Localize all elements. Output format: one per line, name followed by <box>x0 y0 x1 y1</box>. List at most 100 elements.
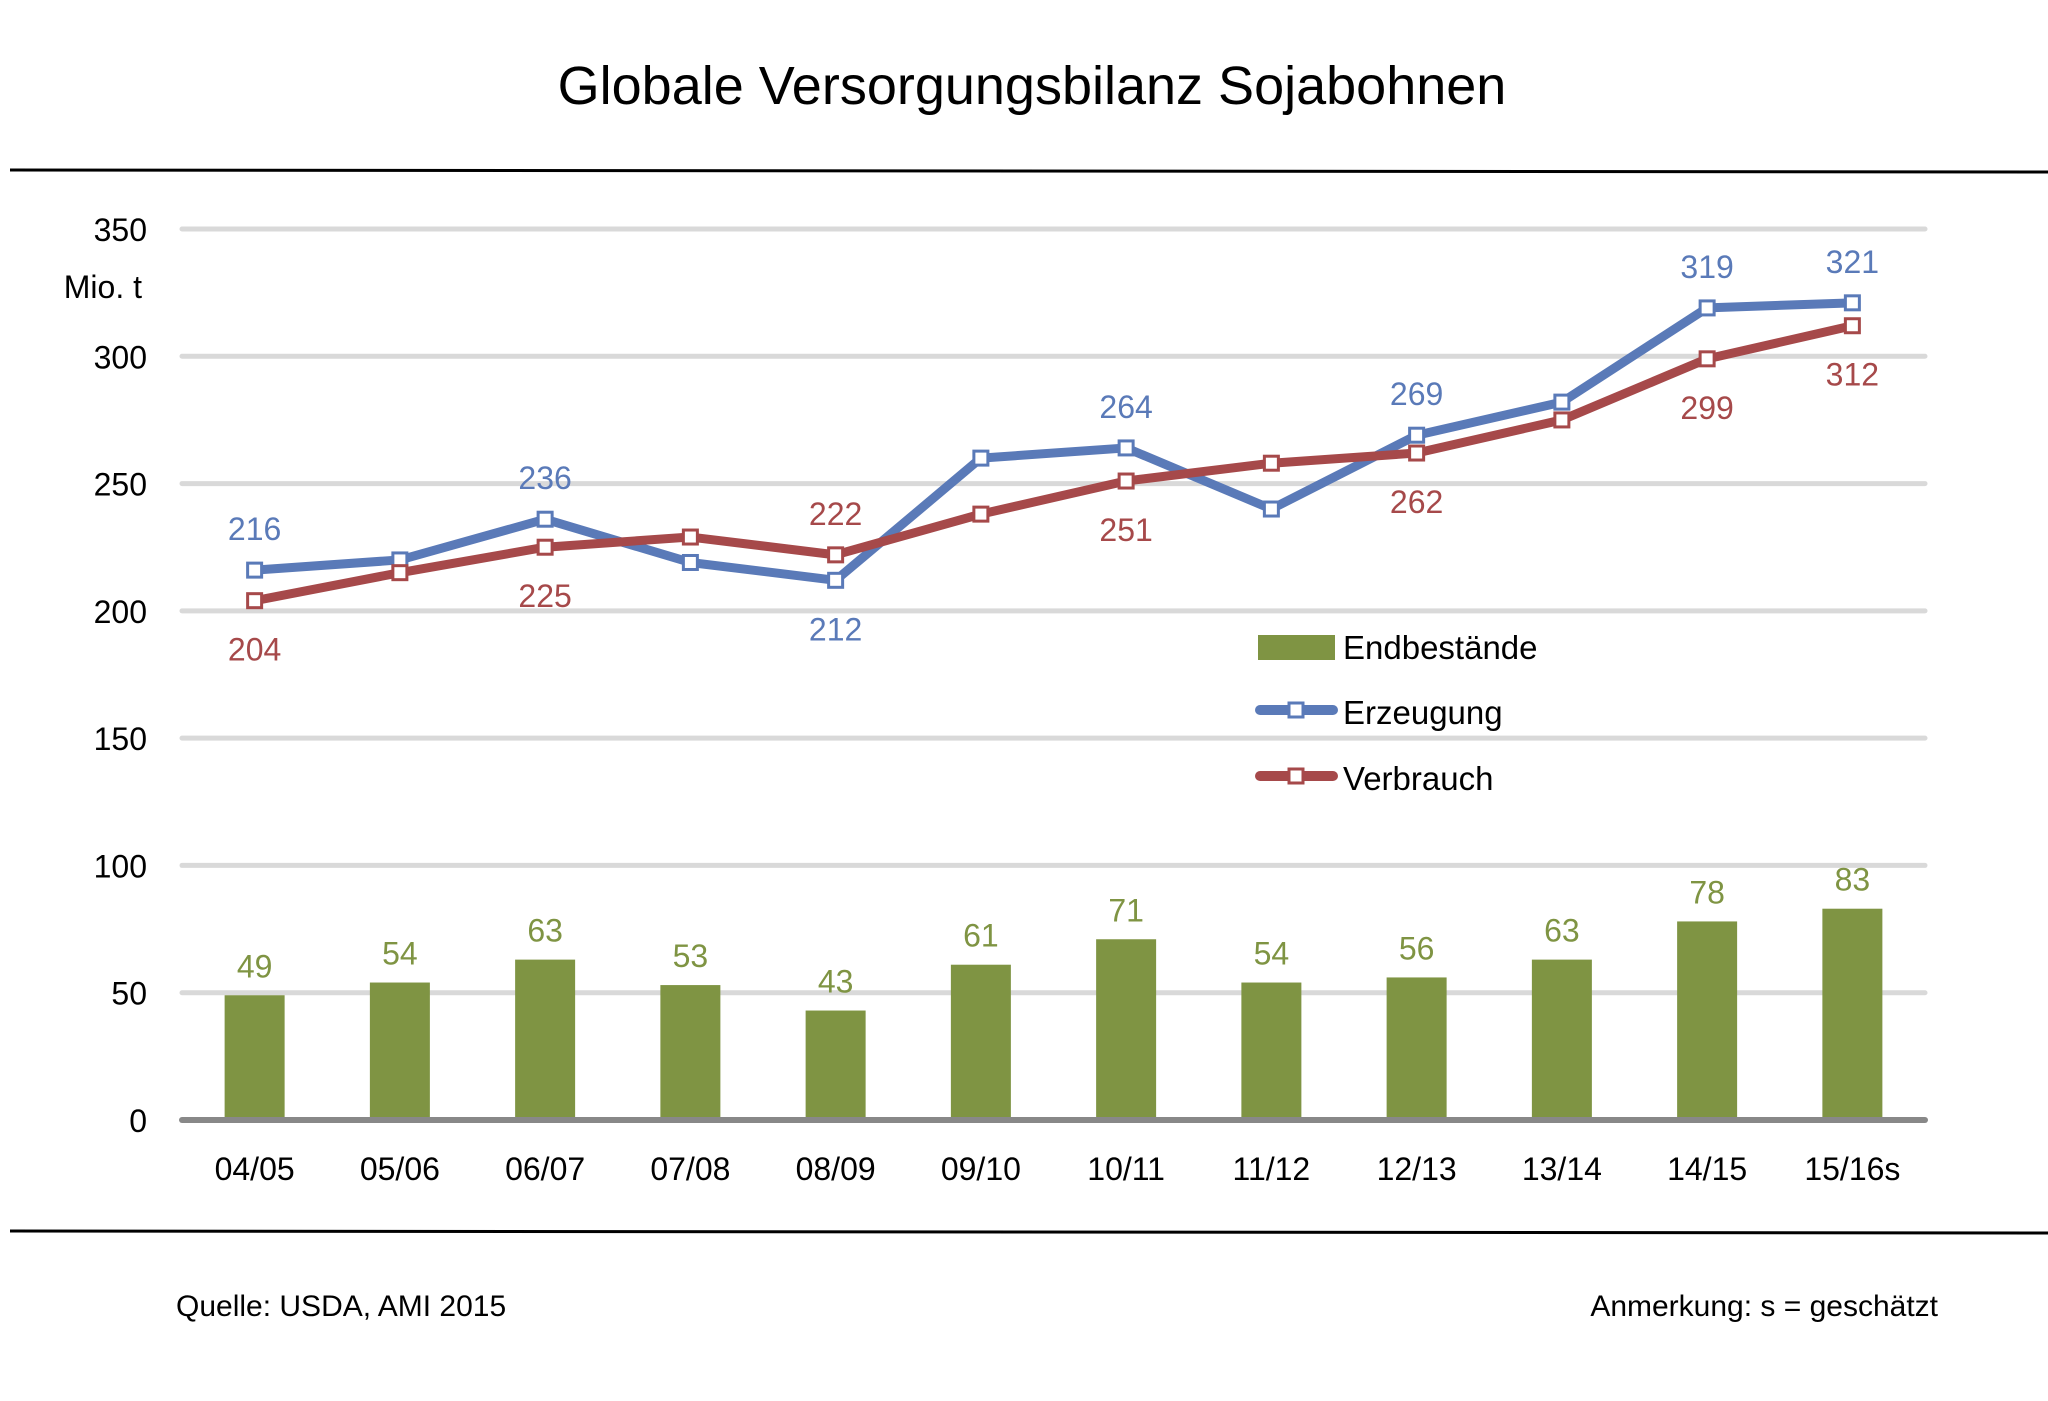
bar-endbestaende <box>1386 977 1447 1120</box>
marker-erzeugung <box>1117 439 1135 457</box>
bar-endbestaende <box>1677 921 1738 1120</box>
y-axis-unit-label: Mio. t <box>64 269 142 305</box>
legend-marker-verbrauch <box>1287 767 1305 785</box>
marker-verbrauch <box>681 528 699 546</box>
x-tick-label: 08/09 <box>796 1151 876 1187</box>
data-label-verbrauch: 251 <box>1099 512 1152 548</box>
data-label-verbrauch: 262 <box>1390 484 1443 520</box>
legend-label-endbestaende: Endbestände <box>1343 629 1538 666</box>
data-label-endbestaende: 83 <box>1835 862 1871 898</box>
marker-verbrauch <box>827 546 845 564</box>
bar-endbestaende <box>1241 982 1302 1120</box>
marker-verbrauch <box>1117 472 1135 490</box>
y-tick-label: 200 <box>94 594 147 630</box>
legend-item-verbrauch[interactable]: Verbrauch <box>1255 760 1493 797</box>
legend-marker-erzeugung <box>1287 701 1305 719</box>
source-note: Quelle: USDA, AMI 2015 <box>176 1290 506 1323</box>
data-label-erzeugung: 319 <box>1680 249 1733 285</box>
bar-endbestaende <box>515 959 576 1120</box>
marker-verbrauch <box>391 564 409 582</box>
data-label-endbestaende: 71 <box>1108 892 1144 928</box>
y-tick-label: 150 <box>94 721 147 757</box>
x-tick-label: 14/15 <box>1667 1151 1747 1187</box>
legend-item-endbestaende[interactable]: Endbestände <box>1258 629 1538 666</box>
legend-swatch-endbestaende <box>1258 635 1335 660</box>
bar-endbestaende <box>1531 959 1592 1120</box>
marker-verbrauch <box>1698 350 1716 368</box>
y-tick-label: 350 <box>94 212 147 248</box>
data-label-verbrauch: 225 <box>518 578 571 614</box>
y-tick-label: 300 <box>94 339 147 375</box>
data-label-erzeugung: 321 <box>1826 244 1879 280</box>
data-label-endbestaende: 54 <box>1254 936 1290 972</box>
bar-endbestaende <box>1822 908 1883 1120</box>
marker-verbrauch <box>1262 454 1280 472</box>
data-label-endbestaende: 78 <box>1689 874 1725 910</box>
marker-erzeugung <box>681 553 699 571</box>
data-label-verbrauch: 222 <box>809 496 862 532</box>
data-label-endbestaende: 56 <box>1399 930 1435 966</box>
line-series: 216 236 212 264 269 319 321 204 225 222 251 262 299 3… <box>228 244 1879 668</box>
y-tick-label: 50 <box>111 976 147 1012</box>
line-verbrauch <box>250 321 1857 606</box>
marker-verbrauch <box>1408 444 1426 462</box>
bar-endbestaende <box>805 1010 866 1120</box>
data-label-endbestaende: 63 <box>527 913 563 949</box>
estimate-note: Anmerkung: s = geschätzt <box>1590 1290 1938 1323</box>
x-tick-label: 04/05 <box>215 1151 295 1187</box>
x-tick-label: 07/08 <box>650 1151 730 1187</box>
bar-endbestaende <box>1096 939 1157 1120</box>
data-label-verbrauch: 312 <box>1826 357 1879 393</box>
marker-verbrauch <box>972 505 990 523</box>
marker-verbrauch <box>536 538 554 556</box>
bar-endbestaende <box>224 995 285 1120</box>
data-label-endbestaende: 53 <box>673 938 709 974</box>
x-tick-label: 09/10 <box>941 1151 1021 1187</box>
marker-verbrauch <box>1553 411 1571 429</box>
x-tick-label: 13/14 <box>1522 1151 1602 1187</box>
marker-verbrauch <box>1843 317 1861 335</box>
marker-erzeugung <box>1553 393 1571 411</box>
data-label-endbestaende: 63 <box>1544 913 1580 949</box>
marker-erzeugung <box>1262 500 1280 518</box>
marker-erzeugung <box>1698 299 1716 317</box>
y-tick-label: 100 <box>94 848 147 884</box>
series-erzeugung: 216 236 212 264 269 319 321 <box>228 244 1879 647</box>
legend-label-erzeugung: Erzeugung <box>1343 694 1503 731</box>
marker-erzeugung <box>536 510 554 528</box>
chart-title: Globale Versorgungsbilanz Sojabohnen <box>558 56 1507 116</box>
marker-erzeugung <box>1408 426 1426 444</box>
data-label-verbrauch: 299 <box>1680 390 1733 426</box>
y-tick-label: 250 <box>94 467 147 503</box>
legend: Endbestände Erzeugung Verbrauch <box>1255 629 1538 797</box>
gridlines <box>179 226 1928 996</box>
x-tick-label: 05/06 <box>360 1151 440 1187</box>
marker-verbrauch <box>246 592 264 610</box>
data-label-endbestaende: 54 <box>382 936 418 972</box>
line-erzeugung <box>250 298 1857 585</box>
series-verbrauch: 204 225 222 251 262 299 312 <box>228 317 1879 668</box>
bar-endbestaende <box>950 964 1011 1120</box>
bar-endbestaende <box>660 985 721 1120</box>
data-label-erzeugung: 236 <box>518 460 571 496</box>
data-label-erzeugung: 212 <box>809 611 862 647</box>
bar-endbestaende <box>369 982 430 1120</box>
bottom-divider <box>9 1229 2048 1235</box>
bars-endbestaende: 49 54 63 53 43 61 71 54 56 63 78 83 <box>224 862 1883 1120</box>
marker-erzeugung <box>1843 294 1861 312</box>
top-divider <box>9 168 2048 174</box>
x-tick-label: 06/07 <box>505 1151 585 1187</box>
y-axis-ticks: 0 50 100 150 200 250 300 350 <box>94 212 147 1139</box>
data-label-endbestaende: 49 <box>237 948 273 984</box>
x-tick-label: 11/12 <box>1233 1151 1311 1187</box>
legend-item-erzeugung[interactable]: Erzeugung <box>1255 694 1503 731</box>
marker-erzeugung <box>972 449 990 467</box>
x-tick-label: 12/13 <box>1377 1151 1457 1187</box>
data-label-endbestaende: 43 <box>818 964 854 1000</box>
data-label-endbestaende: 61 <box>963 918 999 954</box>
y-tick-label: 0 <box>129 1103 147 1139</box>
x-tick-label: 15/16s <box>1804 1151 1900 1187</box>
x-tick-label: 10/11 <box>1087 1151 1165 1187</box>
legend-label-verbrauch: Verbrauch <box>1343 760 1493 797</box>
